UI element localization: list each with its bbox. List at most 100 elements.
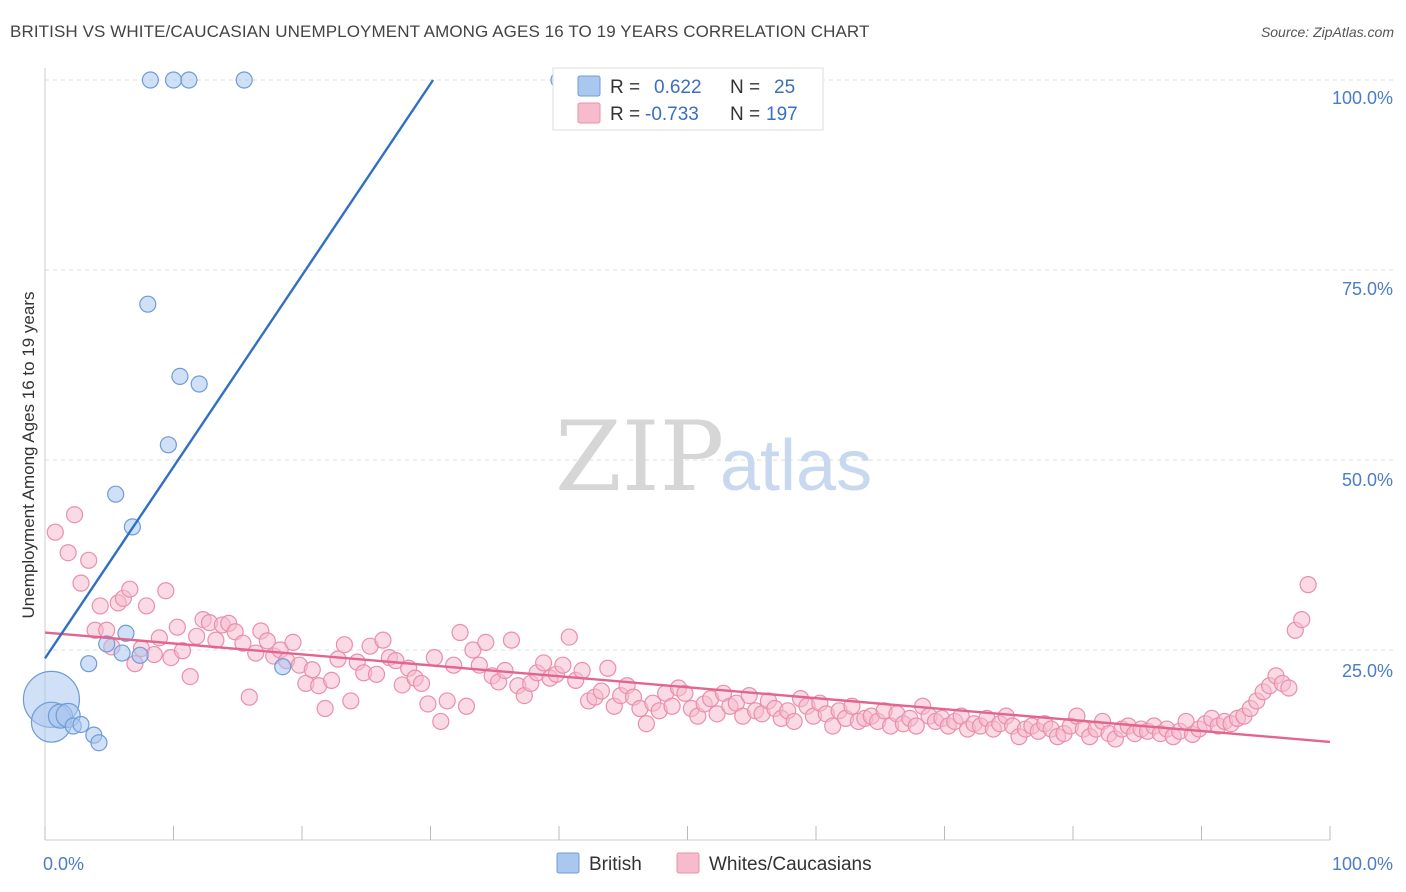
x-tick-label-max: 100.0% — [1332, 854, 1393, 874]
y-tick-label-75: 75.0% — [1342, 279, 1393, 299]
white-point-59 — [425, 648, 443, 667]
white-point-11 — [121, 580, 139, 598]
british-point-5 — [72, 715, 90, 734]
british-point-11 — [113, 644, 131, 662]
white-point-98 — [676, 684, 694, 702]
legend: R = 0.622 N = 25 R = -0.733 N = 197 — [552, 67, 824, 131]
x-ticks — [44, 826, 1331, 840]
white-point-65 — [464, 641, 482, 659]
british-point-6 — [80, 655, 98, 673]
white-point-4 — [80, 551, 98, 569]
y-tick-label-25: 25.0% — [1342, 661, 1393, 681]
legend-white-n-label: N = — [730, 104, 760, 125]
legend-british-n-value: 25 — [774, 77, 795, 98]
white-point-37 — [284, 633, 302, 652]
british-point-21 — [190, 375, 208, 393]
british-trendline — [44, 79, 435, 660]
white-point-31 — [247, 644, 265, 662]
white-point-103 — [708, 705, 726, 723]
white-point-71 — [502, 631, 521, 649]
white-point-40 — [303, 661, 321, 679]
british-point-10 — [107, 485, 125, 503]
white-point-63 — [451, 623, 469, 642]
white-point-64 — [457, 697, 476, 715]
bottom-legend: British Whites/Caucasians — [556, 852, 872, 875]
white-point-30 — [240, 688, 258, 706]
white-trendline — [44, 631, 1331, 744]
legend-british-r-value: 0.622 — [654, 77, 702, 98]
british-point-23 — [274, 658, 292, 676]
white-point-79 — [554, 656, 572, 674]
british-point-15 — [139, 295, 157, 313]
white-point-21 — [181, 667, 199, 686]
source-label: Source: ZipAtlas.com — [1260, 24, 1394, 40]
legend-white-r-value: -0.733 — [645, 104, 699, 125]
white-point-42 — [316, 699, 334, 718]
legend-british-n-label: N = — [730, 77, 760, 98]
chart-title: BRITISH VS WHITE/CAUCASIAN UNEMPLOYMENT … — [10, 22, 870, 41]
white-point-33 — [258, 632, 276, 650]
british-point-8 — [90, 734, 108, 752]
white-point-58 — [419, 695, 437, 713]
white-point-43 — [322, 671, 341, 690]
bottom-legend-white: Whites/Caucasians — [709, 854, 872, 875]
white-caucasian-points — [46, 506, 1317, 748]
white-point-51 — [374, 631, 392, 649]
white-point-57 — [412, 674, 431, 693]
y-tick-label-100: 100.0% — [1332, 88, 1393, 108]
grid — [45, 79, 1393, 651]
legend-white-n-value: 197 — [766, 104, 798, 125]
british-point-9 — [98, 635, 116, 653]
white-point-76 — [534, 654, 553, 672]
white-point-3 — [72, 574, 90, 592]
watermark-zip: ZIP — [555, 401, 724, 513]
white-point-46 — [342, 692, 360, 710]
white-point-60 — [432, 712, 450, 731]
white-point-50 — [367, 665, 386, 683]
legend-white-r-label: R = — [610, 104, 640, 125]
legend-british-r-label: R = — [610, 77, 640, 98]
bottom-legend-british: British — [589, 854, 642, 875]
y-axis-label: Unemployment Among Ages 16 to 19 years — [19, 292, 38, 619]
white-point-108 — [740, 686, 758, 705]
white-point-195 — [1299, 576, 1317, 594]
white-point-6 — [91, 597, 109, 615]
british-point-20 — [180, 71, 198, 89]
white-point-80 — [560, 628, 578, 646]
white-point-115 — [785, 712, 803, 731]
british-point-16 — [141, 71, 159, 89]
british-point-19 — [171, 367, 189, 385]
bottom-legend-swatch-british — [556, 852, 580, 874]
white-point-29 — [234, 634, 252, 652]
british-point-12 — [117, 624, 135, 642]
white-point-96 — [663, 697, 681, 715]
white-point-192 — [1280, 679, 1298, 697]
white-point-1 — [59, 544, 77, 562]
british-point-18 — [164, 71, 183, 89]
x-tick-label-min: 0.0% — [43, 854, 84, 874]
legend-swatch-white — [577, 102, 601, 124]
british-point-17 — [159, 436, 177, 454]
white-point-92 — [637, 715, 655, 733]
white-point-85 — [592, 682, 611, 700]
white-point-22 — [188, 627, 206, 645]
white-point-82 — [573, 661, 591, 680]
white-point-86 — [599, 659, 617, 677]
white-point-45 — [335, 636, 354, 654]
white-point-62 — [445, 656, 463, 674]
y-tick-label-50: 50.0% — [1342, 470, 1393, 490]
british-point-14 — [131, 646, 149, 664]
white-point-20 — [173, 642, 192, 660]
white-point-194 — [1293, 610, 1311, 629]
legend-swatch-british — [577, 75, 601, 97]
white-point-2 — [65, 506, 84, 524]
british-point-22 — [235, 71, 253, 89]
watermark-atlas: atlas — [720, 426, 872, 506]
white-point-134 — [907, 717, 925, 735]
white-point-121 — [824, 717, 842, 735]
white-point-67 — [477, 633, 495, 652]
white-point-0 — [46, 523, 64, 541]
y-tick-labels: 25.0% 50.0% 75.0% 100.0% — [1332, 88, 1393, 681]
white-point-19 — [168, 618, 186, 636]
